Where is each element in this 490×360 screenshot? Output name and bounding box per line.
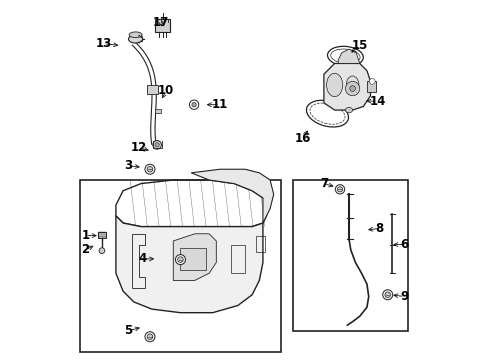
Bar: [180, 248, 205, 270]
Text: 4: 4: [139, 252, 147, 265]
Bar: [155, 19, 171, 32]
Text: 2: 2: [81, 243, 90, 256]
Circle shape: [147, 334, 153, 339]
Bar: [80, 180, 281, 352]
Text: 12: 12: [131, 141, 147, 154]
Ellipse shape: [128, 35, 143, 43]
Circle shape: [175, 255, 186, 265]
Circle shape: [178, 257, 183, 262]
Text: 7: 7: [320, 177, 328, 190]
Ellipse shape: [346, 76, 359, 94]
Circle shape: [153, 140, 161, 149]
Circle shape: [335, 185, 344, 194]
Text: 13: 13: [95, 37, 111, 50]
Circle shape: [192, 103, 196, 107]
Bar: [147, 85, 158, 94]
Circle shape: [145, 164, 155, 174]
Bar: [98, 231, 106, 238]
Text: 5: 5: [124, 324, 133, 337]
Bar: [294, 180, 408, 330]
Bar: [231, 244, 245, 273]
Text: 1: 1: [81, 229, 90, 242]
Polygon shape: [116, 216, 263, 313]
Text: 14: 14: [369, 95, 386, 108]
Ellipse shape: [129, 32, 142, 38]
Text: 10: 10: [158, 84, 174, 97]
Circle shape: [385, 292, 391, 297]
Polygon shape: [191, 169, 274, 223]
Bar: [367, 81, 376, 92]
Polygon shape: [324, 63, 370, 110]
Circle shape: [338, 187, 343, 192]
Text: 3: 3: [124, 159, 132, 172]
Text: 16: 16: [294, 132, 311, 145]
Circle shape: [345, 81, 360, 96]
Ellipse shape: [326, 73, 343, 96]
Polygon shape: [173, 234, 216, 280]
Text: 8: 8: [375, 222, 384, 235]
Text: 17: 17: [152, 16, 169, 29]
Circle shape: [155, 143, 159, 147]
Polygon shape: [338, 49, 360, 63]
Text: 15: 15: [351, 39, 368, 52]
Text: 6: 6: [400, 238, 409, 251]
Circle shape: [145, 332, 155, 342]
Circle shape: [383, 290, 393, 300]
Circle shape: [369, 78, 375, 84]
Circle shape: [190, 100, 199, 109]
Text: 11: 11: [212, 98, 228, 111]
Circle shape: [147, 166, 153, 172]
Ellipse shape: [345, 107, 353, 113]
Circle shape: [350, 86, 355, 91]
Circle shape: [99, 248, 105, 253]
Bar: [256, 235, 265, 252]
Bar: [155, 109, 161, 113]
Text: 9: 9: [400, 290, 409, 303]
